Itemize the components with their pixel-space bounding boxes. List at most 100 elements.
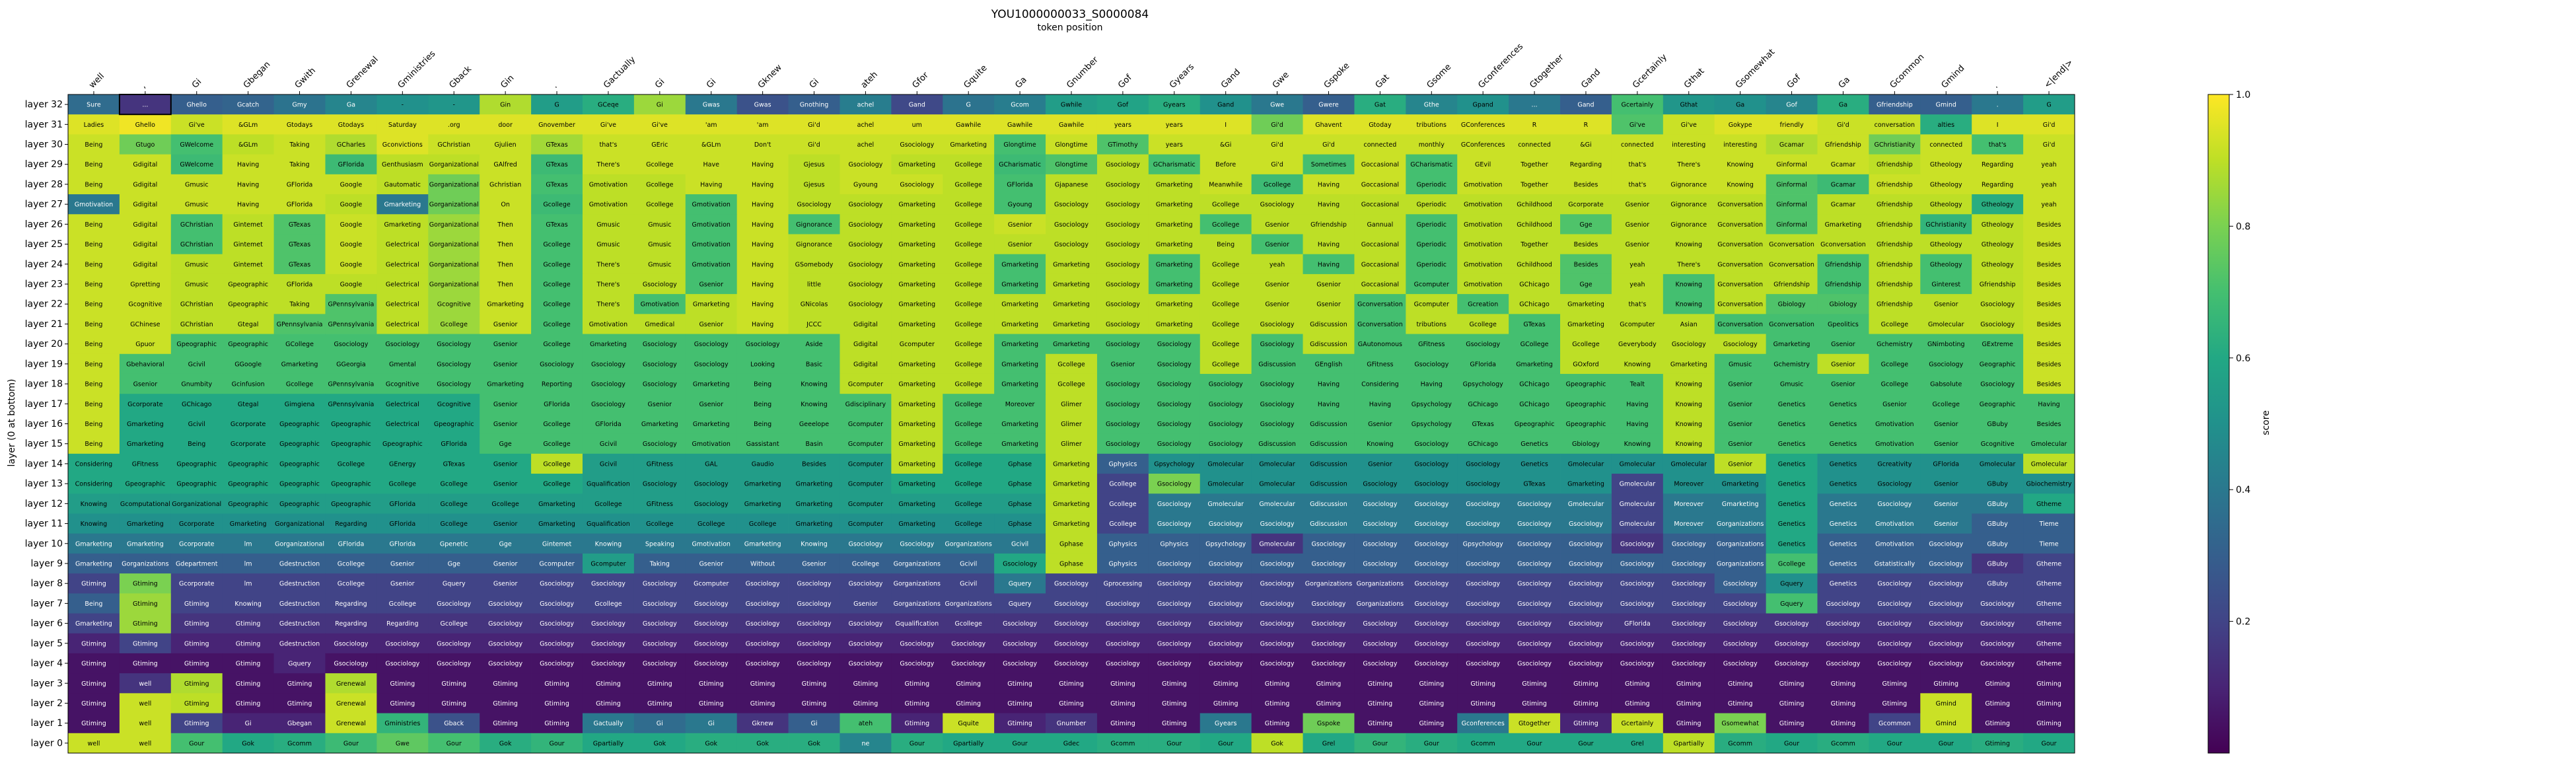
cell-label: Gtiming bbox=[1625, 680, 1650, 688]
cell-label: Gelectrical bbox=[386, 321, 419, 328]
heatmap-cell bbox=[840, 334, 892, 355]
cell-label: Being bbox=[85, 301, 102, 309]
cell-label: Gsociology bbox=[334, 640, 368, 647]
heatmap-cell bbox=[1869, 174, 1921, 195]
cell-label: Moreover bbox=[1674, 481, 1703, 488]
cell-label: Gcollege bbox=[1881, 361, 1909, 368]
cell-label: well bbox=[139, 740, 151, 747]
heatmap-cell bbox=[685, 194, 738, 215]
heatmap-cell bbox=[531, 214, 583, 235]
cell-label: Gsociology bbox=[540, 661, 574, 668]
cell-label: Gsociology bbox=[385, 640, 419, 647]
cell-label: Gchildhood bbox=[1517, 261, 1552, 268]
cell-label: Gcollege bbox=[338, 581, 365, 588]
cell-label: GFitness bbox=[1418, 341, 1445, 348]
heatmap-cell bbox=[685, 373, 738, 394]
cell-label: ne bbox=[861, 740, 869, 747]
heatmap-cell bbox=[1663, 373, 1715, 394]
heatmap-cell bbox=[1714, 174, 1767, 195]
cell-label: Gtheology bbox=[1982, 201, 2014, 209]
heatmap-cell bbox=[531, 394, 583, 414]
cell-label: Gcognitive bbox=[437, 301, 471, 309]
cell-label: Gmarketing bbox=[898, 421, 935, 428]
cell-label: Gdigital bbox=[133, 221, 157, 229]
cell-label: Gsociology bbox=[900, 181, 934, 188]
heatmap-cell bbox=[840, 353, 892, 375]
cell-label: There's bbox=[596, 261, 620, 268]
cell-label: Gpeographic bbox=[1515, 421, 1555, 428]
cell-label: Gorganizations bbox=[1717, 521, 1764, 528]
cell-label: Gsenior bbox=[493, 581, 518, 588]
cell-label: Being bbox=[85, 281, 102, 289]
cell-label: Gchildhood bbox=[1517, 221, 1552, 229]
cell-label: Gwe bbox=[1270, 102, 1284, 109]
heatmap-cell bbox=[1663, 353, 1715, 375]
cell-label: Gmind bbox=[1936, 720, 1956, 727]
cell-label: Gorganizations bbox=[122, 560, 168, 567]
heatmap-cell bbox=[2023, 353, 2075, 375]
cell-label: Gsociology bbox=[643, 581, 677, 588]
heatmap-cell bbox=[891, 273, 943, 295]
cell-label: Gsenior bbox=[1316, 301, 1341, 309]
heatmap-cell bbox=[1972, 94, 2024, 115]
cell-label: Gsociology bbox=[1466, 640, 1500, 647]
heatmap-cell bbox=[1509, 174, 1561, 195]
cell-label: Ginformal bbox=[1776, 161, 1807, 168]
cell-label: GChicago bbox=[1519, 381, 1550, 388]
cell-label: Regarding bbox=[1982, 181, 2013, 188]
heatmap-cell bbox=[891, 294, 943, 314]
heatmap-cell bbox=[1817, 134, 1869, 155]
heatmap-cell bbox=[273, 214, 326, 235]
cell-label: yeah bbox=[2041, 201, 2056, 209]
cell-label: GFitness bbox=[1367, 361, 1393, 368]
cell-label: Genetics bbox=[1830, 441, 1857, 448]
cell-label: GCharismatic bbox=[1153, 161, 1196, 168]
heatmap-cell bbox=[1406, 353, 1458, 375]
heatmap-cell bbox=[1199, 234, 1252, 255]
cell-label: Gquite bbox=[958, 720, 979, 727]
heatmap-cell bbox=[1406, 154, 1458, 175]
cell-label: Gorganizations bbox=[1717, 560, 1764, 567]
cell-label: Gjulien bbox=[495, 141, 517, 149]
cell-label: .org bbox=[448, 122, 460, 129]
heatmap-cell bbox=[1148, 194, 1201, 215]
heatmap-cell bbox=[480, 214, 532, 235]
cell-label: Gtiming bbox=[1779, 700, 1805, 708]
heatmap-cell bbox=[1560, 134, 1612, 155]
cell-label: Gsociology bbox=[385, 661, 419, 668]
cell-label: Gsociology bbox=[1312, 540, 1346, 548]
cell-label: Gabsolute bbox=[1930, 381, 1962, 388]
cell-label: GChicago bbox=[182, 401, 212, 408]
heatmap-cell bbox=[994, 334, 1046, 355]
heatmap-cell bbox=[788, 273, 840, 295]
cell-label: Gmarketing bbox=[1001, 441, 1038, 448]
cell-label: Regarding bbox=[335, 600, 367, 608]
heatmap-cell bbox=[1920, 234, 1972, 255]
heatmap-cell bbox=[428, 254, 480, 275]
cell-label: Gtiming bbox=[1470, 680, 1495, 688]
heatmap-cell bbox=[736, 314, 789, 334]
cell-label: Ghavent bbox=[1315, 122, 1342, 129]
y-tick-label: layer 21 bbox=[25, 319, 63, 330]
cell-label: Gmarketing bbox=[898, 261, 935, 268]
cell-label: R bbox=[1584, 122, 1589, 129]
heatmap-cell bbox=[1560, 194, 1612, 215]
heatmap-cell bbox=[1972, 214, 2024, 235]
cell-label: Gorganizations bbox=[1717, 540, 1764, 548]
cell-label: Gcollege bbox=[698, 521, 725, 528]
cell-label: Gtiming bbox=[184, 661, 209, 668]
cell-label: . bbox=[1997, 102, 1999, 109]
cell-label: Gtiming bbox=[184, 640, 209, 647]
heatmap-cell bbox=[1972, 194, 2024, 215]
x-tick-labels: well, Gi Gbegan Gwith Grenewal Gministries Gba… bbox=[87, 42, 2075, 94]
cell-label: Gsociology bbox=[1929, 600, 1963, 608]
cell-label: Gsociology bbox=[1106, 341, 1140, 348]
heatmap-cell bbox=[633, 114, 686, 135]
heatmap-cell bbox=[222, 353, 274, 375]
heatmap-cell bbox=[273, 94, 326, 115]
cell-label: Gsociology bbox=[1106, 401, 1140, 408]
cell-label: Gtheme bbox=[2036, 600, 2061, 608]
cell-label: Gtheology bbox=[1930, 161, 1962, 168]
cell-label: Gcollege bbox=[543, 321, 571, 328]
cell-label: Ghello bbox=[135, 122, 156, 129]
